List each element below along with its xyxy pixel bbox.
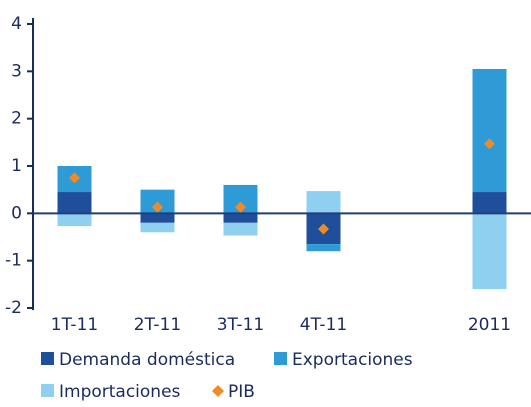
- y-tick-label: 4: [11, 14, 22, 34]
- pib-marker: [152, 201, 163, 213]
- legend-label: Importaciones: [59, 382, 181, 402]
- bar-segment: [223, 222, 258, 236]
- legend-marker: [212, 385, 224, 397]
- y-tick-label: -2: [5, 298, 22, 318]
- legend-swatch: [41, 352, 54, 365]
- bar-segment: [472, 213, 507, 290]
- bar-segment: [57, 213, 92, 227]
- pib-marker: [69, 172, 80, 184]
- pib-marker: [484, 138, 495, 150]
- bar-segment: [140, 213, 175, 223]
- legend-swatch: [41, 384, 54, 397]
- pib-marker: [318, 223, 329, 235]
- x-tick-label: 3T-11: [217, 315, 264, 335]
- pib-marker: [235, 201, 246, 213]
- y-tick-label: 0: [11, 203, 22, 223]
- bar-segment: [57, 192, 92, 214]
- x-tick-label: 4T-11: [300, 315, 347, 335]
- bar-segment: [140, 222, 175, 233]
- y-tick-label: 2: [11, 109, 22, 129]
- bar-segment: [306, 244, 341, 252]
- legend-label: PIB: [228, 382, 255, 402]
- x-tick-label: 2T-11: [134, 315, 181, 335]
- y-tick-label: 1: [11, 156, 22, 176]
- bar-segment: [223, 213, 258, 223]
- x-tick-label: 2011: [468, 315, 511, 335]
- y-tick-label: 3: [11, 61, 22, 81]
- bar-segment: [306, 191, 341, 214]
- x-tick-label: 1T-11: [51, 315, 98, 335]
- bar-segment: [140, 189, 175, 214]
- y-tick-label: -1: [5, 251, 22, 271]
- bar-segment: [472, 68, 507, 193]
- legend-label: Demanda doméstica: [59, 350, 235, 370]
- legend-swatch: [274, 352, 287, 365]
- bar-segment: [472, 192, 507, 214]
- legend-label: Exportaciones: [292, 350, 413, 370]
